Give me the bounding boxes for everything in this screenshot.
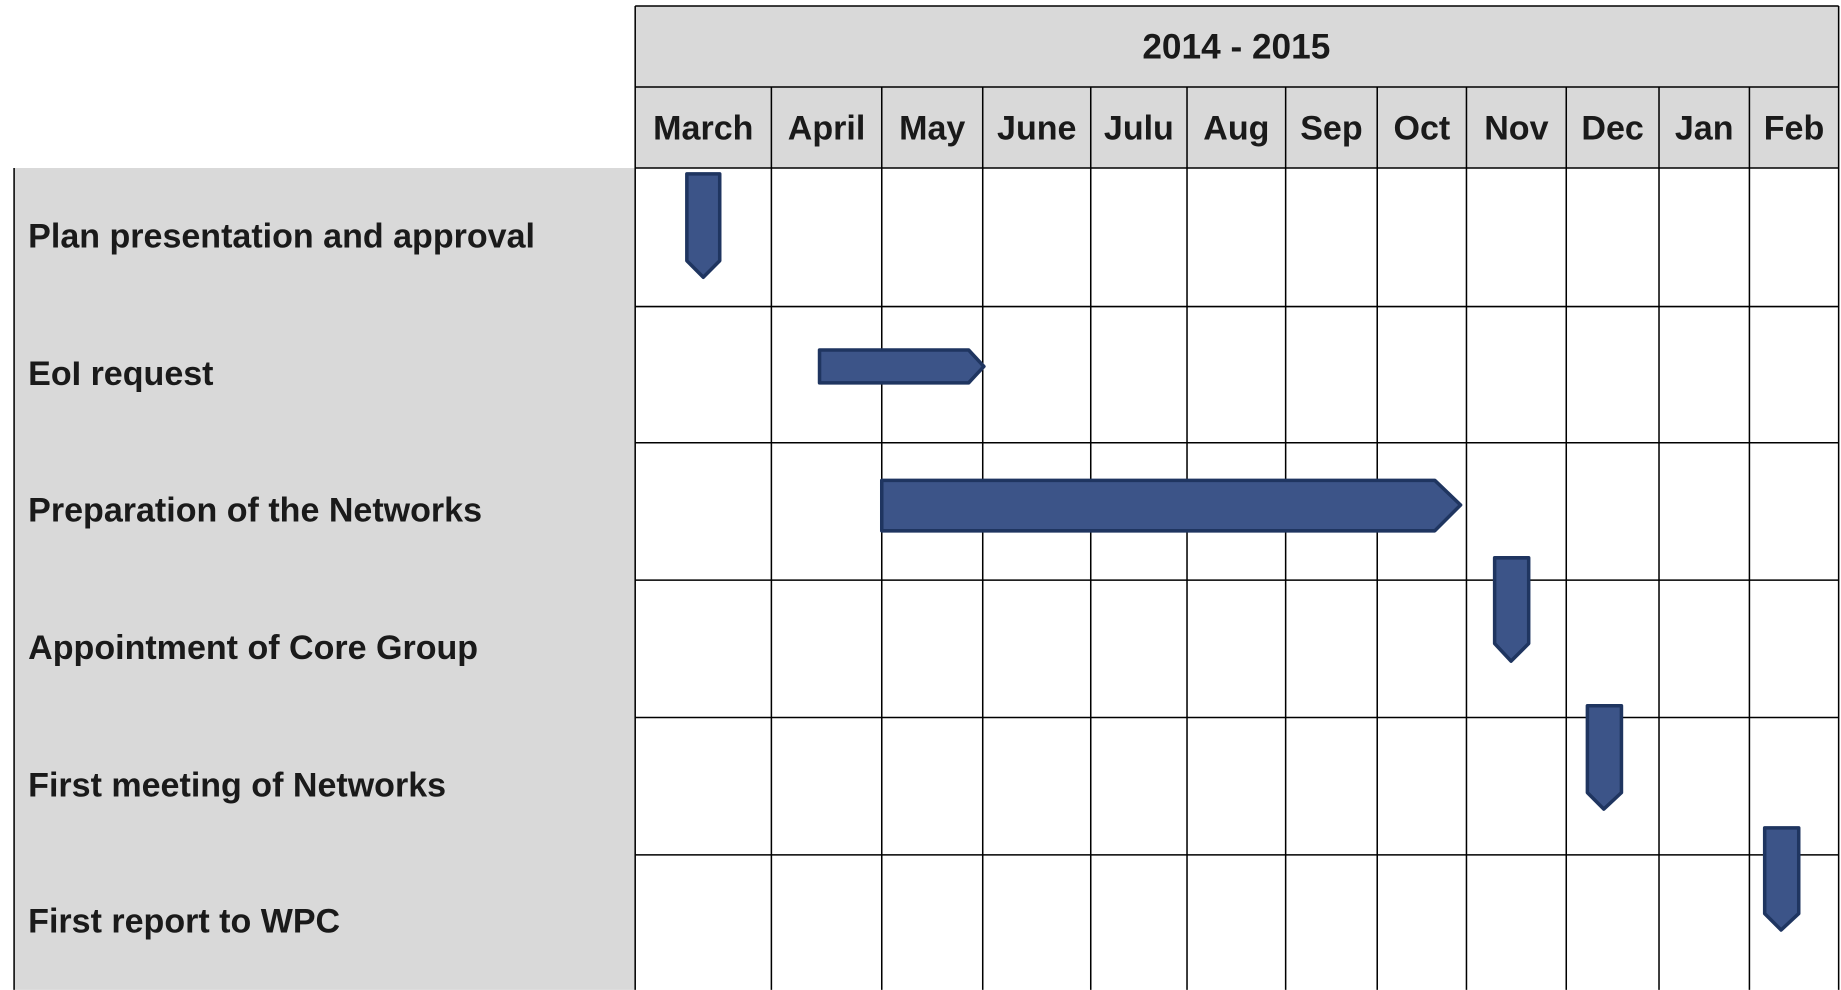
task-arrow (1585, 703, 1624, 811)
header-title: 2014 - 2015 (1142, 28, 1330, 67)
task-arrow (1492, 556, 1531, 663)
month-label: Sep (1300, 109, 1362, 147)
month-label: April (788, 109, 866, 147)
task-arrow (685, 172, 722, 279)
task-label: First meeting of Networks (28, 766, 446, 804)
task-label: EoI request (28, 355, 213, 393)
month-label: Nov (1484, 109, 1548, 147)
month-label: Oct (1393, 109, 1450, 147)
task-panel (14, 168, 636, 990)
month-label: May (899, 109, 965, 147)
month-label: Jan (1675, 109, 1734, 147)
grid-lines (13, 5, 1840, 990)
month-label: June (997, 109, 1076, 147)
month-label: Aug (1203, 109, 1269, 147)
task-label: Plan presentation and approval (28, 217, 535, 255)
task-label: Appointment of Core Group (28, 629, 478, 667)
month-label: Feb (1764, 109, 1825, 147)
task-arrow (817, 348, 986, 385)
task-label: First report to WPC (28, 903, 340, 941)
month-label: Julu (1104, 109, 1174, 147)
month-label: March (653, 109, 753, 147)
grid-background (635, 168, 1839, 990)
month-label: Dec (1581, 109, 1643, 147)
task-label: Preparation of the Networks (28, 492, 482, 530)
task-arrow (1762, 826, 1801, 932)
task-arrow (879, 478, 1463, 533)
task-arrows (685, 172, 1801, 932)
